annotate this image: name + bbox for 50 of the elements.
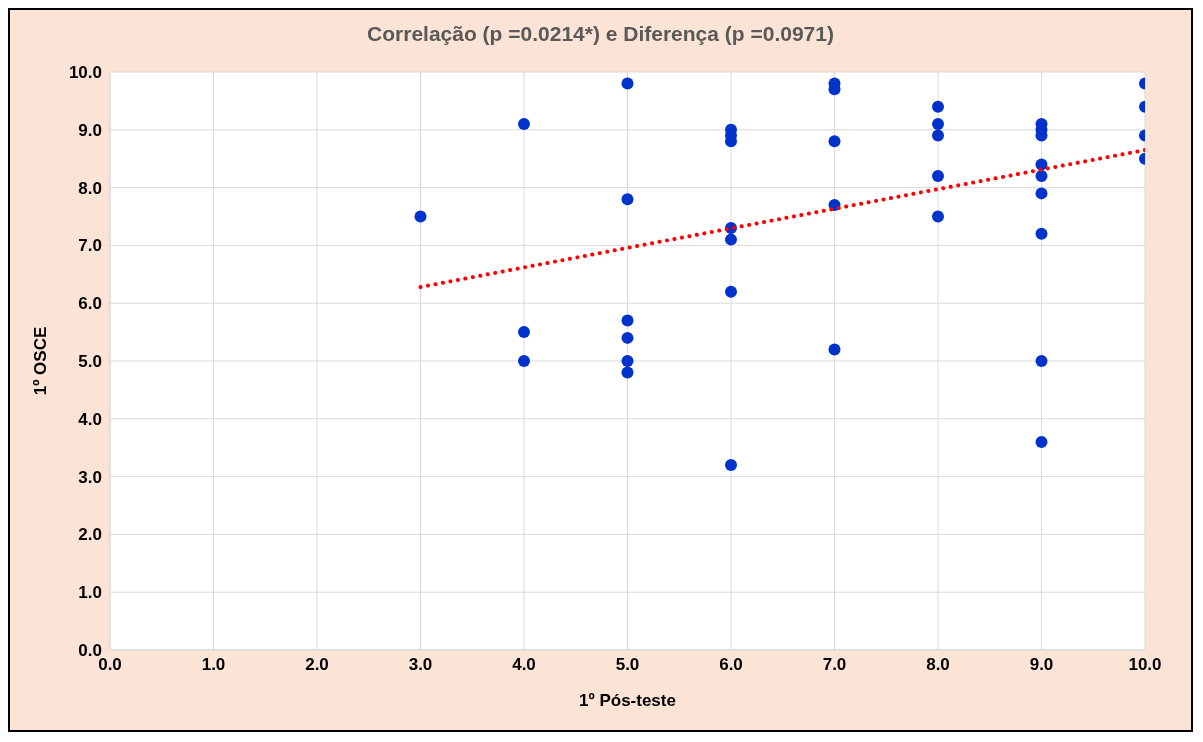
x-tick-label: 4.0	[512, 655, 536, 675]
point	[725, 233, 737, 246]
y-tick-label: 10.0	[68, 63, 102, 83]
x-tick-label: 8.0	[926, 655, 950, 675]
x-tick-label: 1.0	[201, 655, 226, 675]
y-tick-label: 4.0	[78, 409, 102, 429]
point	[1035, 158, 1048, 171]
y-tick-label: 2.0	[78, 525, 102, 545]
x-tick-label: 5.0	[615, 655, 640, 675]
x-tick-label: 10.0	[1128, 655, 1162, 675]
point	[828, 343, 841, 356]
y-tick-label: 3.0	[78, 467, 102, 487]
point	[1035, 435, 1048, 448]
x-axis-title: 1º Pós-teste	[579, 691, 676, 710]
x-tick-label: 6.0	[719, 655, 743, 675]
point	[414, 210, 427, 223]
y-tick-label: 6.0	[78, 294, 102, 314]
point	[621, 366, 634, 379]
y-axis-title: 1º OSCE	[31, 326, 51, 396]
chart-title: Correlação (p =0.0214*) e Diferença (p =0.0971)	[366, 21, 835, 47]
x-tick-label: 0.0	[98, 655, 122, 675]
point	[1035, 227, 1048, 240]
point	[621, 193, 634, 206]
point	[1035, 355, 1048, 367]
point	[518, 326, 530, 339]
y-tick-label: 1.0	[78, 583, 102, 603]
point	[621, 355, 634, 367]
point	[932, 129, 944, 142]
x-tick-label: 7.0	[822, 655, 847, 675]
y-tick-label: 5.0	[78, 352, 102, 372]
point	[1035, 170, 1048, 183]
point	[1035, 187, 1048, 200]
x-tick-label: 9.0	[1029, 655, 1054, 675]
point	[621, 331, 634, 344]
point	[518, 355, 530, 367]
point	[932, 100, 944, 113]
point	[932, 118, 944, 131]
point	[621, 314, 634, 327]
y-tick-label: 8.0	[78, 178, 102, 198]
y-tick-label: 9.0	[78, 120, 102, 140]
x-tick-label: 3.0	[408, 655, 433, 675]
point	[621, 77, 634, 90]
x-tick-label: 2.0	[305, 655, 329, 675]
point	[828, 135, 841, 148]
point	[518, 118, 530, 131]
point	[725, 285, 737, 298]
point	[725, 459, 737, 472]
point	[932, 170, 944, 183]
point	[932, 210, 944, 223]
y-tick-label: 7.0	[78, 236, 102, 256]
